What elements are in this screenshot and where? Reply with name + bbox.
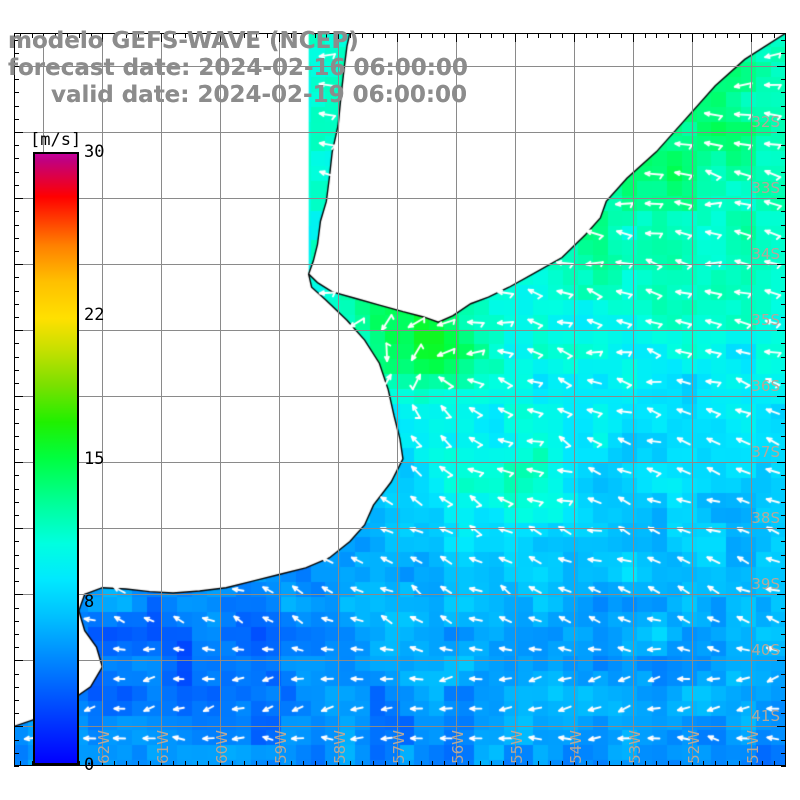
figure-title: modelo GEFS-WAVE (NCEP) forecast date: 2… — [8, 28, 568, 109]
tick-lat-right — [781, 766, 786, 767]
title-model-line: modelo GEFS-WAVE (NCEP) — [8, 28, 359, 54]
colorbar — [33, 152, 79, 765]
colorbar-gradient — [33, 152, 79, 765]
colorbar-unit-label: [m/s] — [30, 130, 82, 150]
title-valid-line: valid date: 2024-02-19 06:00:00 — [50, 82, 468, 108]
tick-lat-left — [14, 766, 19, 767]
title-forecast-line: forecast date: 2024-02-16 06:00:00 — [8, 55, 468, 81]
wind-field-canvas — [14, 33, 786, 766]
map-plot-area — [14, 33, 786, 766]
